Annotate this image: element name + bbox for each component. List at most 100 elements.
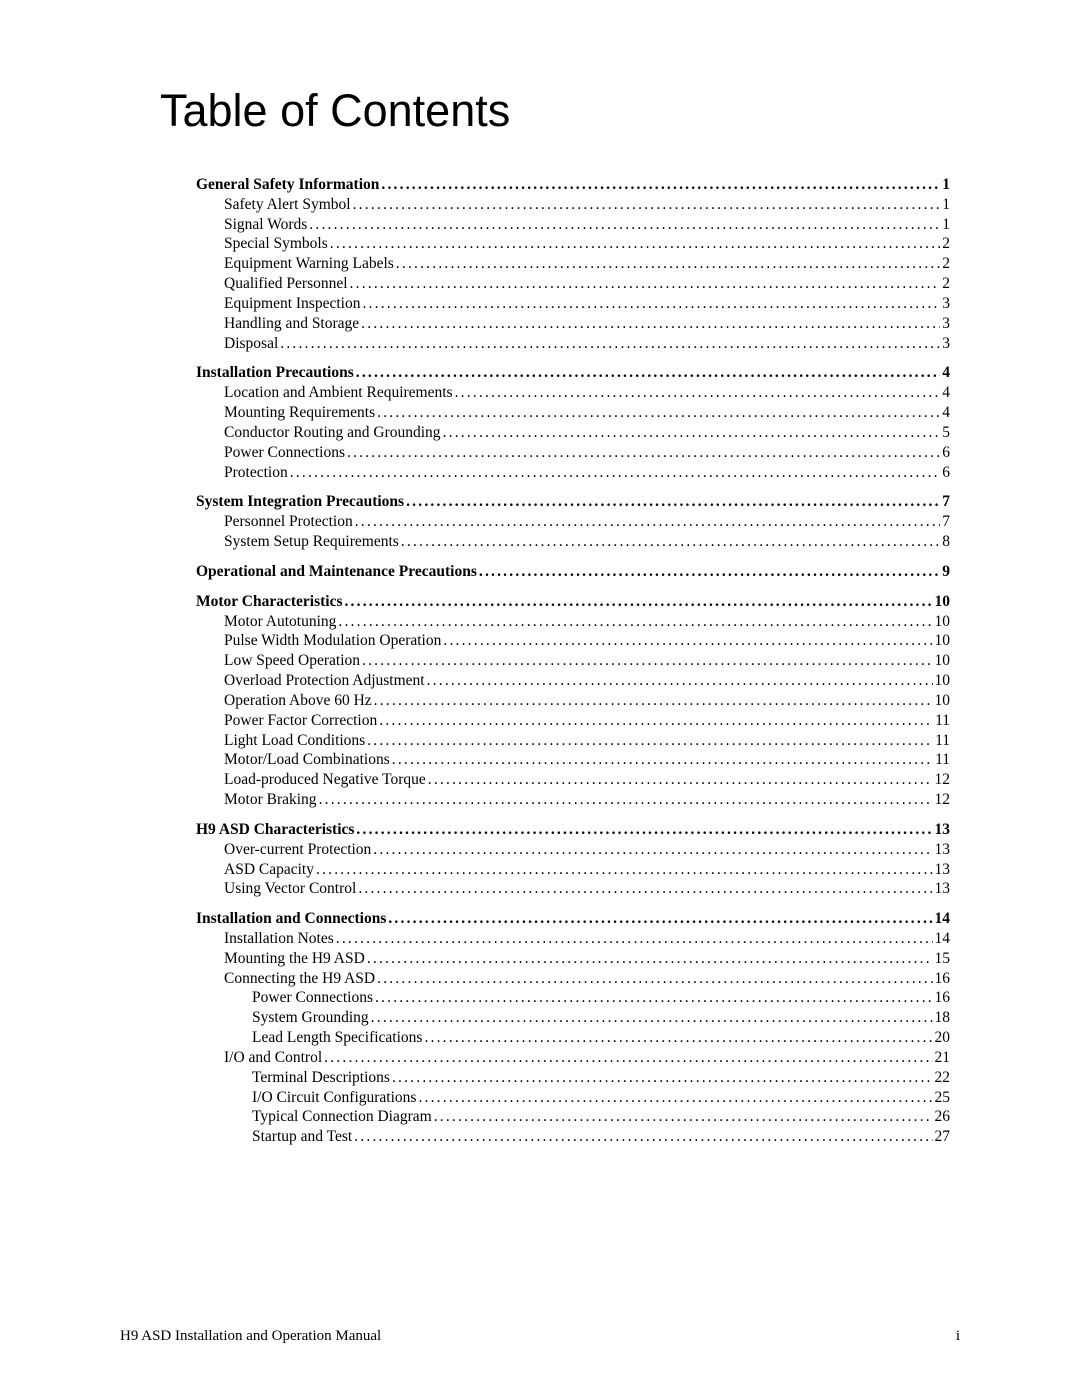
- toc-entry: Equipment Inspection 3: [196, 294, 950, 314]
- toc-heading-page: 7: [940, 492, 950, 512]
- toc-entry: Startup and Test27: [196, 1127, 950, 1147]
- toc-entry: Using Vector Control13: [196, 879, 950, 899]
- toc-leader: [422, 1028, 932, 1048]
- toc-leader: [375, 403, 940, 423]
- toc-entry-page: 3: [940, 294, 950, 314]
- toc-entry-page: 26: [933, 1107, 951, 1127]
- toc-entry-label: Typical Connection Diagram: [252, 1107, 432, 1127]
- toc-entry-label: I/O Circuit Configurations: [252, 1088, 416, 1108]
- toc-heading-label: H9 ASD Characteristics: [196, 820, 354, 840]
- toc-entry: Load-produced Negative Torque12: [196, 770, 950, 790]
- toc-heading: Operational and Maintenance Precautions 9: [196, 562, 950, 582]
- toc-entry-page: 10: [933, 651, 951, 671]
- toc-entry-page: 10: [933, 631, 951, 651]
- toc-leader: [441, 423, 941, 443]
- toc-entry-label: Overload Protection Adjustment: [224, 671, 425, 691]
- toc-entry-label: System Setup Requirements: [224, 532, 399, 552]
- toc-leader: [371, 840, 932, 860]
- toc-entry-label: Mounting Requirements: [224, 403, 375, 423]
- toc-leader: [354, 363, 941, 383]
- toc-section: System Integration Precautions7Personnel…: [196, 492, 950, 551]
- toc-entry-label: Personnel Protection: [224, 512, 353, 532]
- toc-entry-page: 2: [940, 274, 950, 294]
- toc-entry: Overload Protection Adjustment10: [196, 671, 950, 691]
- toc-entry: Typical Connection Diagram 26: [196, 1107, 950, 1127]
- toc-leader: [365, 731, 933, 751]
- toc-section: Installation and Connections14Installati…: [196, 909, 950, 1147]
- toc-leader: [425, 671, 933, 691]
- toc-entry-label: Light Load Conditions: [224, 731, 365, 751]
- toc-entry-page: 15: [933, 949, 951, 969]
- toc-entry-label: Connecting the H9 ASD: [224, 969, 375, 989]
- toc-heading-page: 4: [940, 363, 950, 383]
- toc-entry: Over-current Protection13: [196, 840, 950, 860]
- toc-leader: [336, 612, 932, 632]
- toc-heading-page: 13: [933, 820, 951, 840]
- toc-entry: System Setup Requirements8: [196, 532, 950, 552]
- toc-heading: Installation Precautions4: [196, 363, 950, 383]
- toc-entry-label: Power Connections: [224, 443, 345, 463]
- toc-section: H9 ASD Characteristics13Over-current Pro…: [196, 820, 950, 899]
- toc-leader: [342, 592, 932, 612]
- toc-leader: [372, 691, 933, 711]
- toc-entry-page: 3: [940, 334, 950, 354]
- toc-entry-label: Location and Ambient Requirements: [224, 383, 453, 403]
- toc-leader: [390, 750, 933, 770]
- toc-leader: [317, 790, 933, 810]
- toc-entry-page: 16: [933, 969, 951, 989]
- toc-leader: [404, 492, 940, 512]
- toc-heading-page: 9: [940, 562, 950, 582]
- toc-entry-page: 2: [940, 254, 950, 274]
- toc-leader: [416, 1088, 932, 1108]
- toc-leader: [441, 631, 932, 651]
- toc-entry-label: Special Symbols: [224, 234, 328, 254]
- toc-entry-page: 6: [940, 443, 950, 463]
- toc-entry: I/O and Control21: [196, 1048, 950, 1068]
- toc-entry-label: Disposal: [224, 334, 278, 354]
- toc-leader: [386, 909, 932, 929]
- toc-leader: [477, 562, 940, 582]
- toc-heading-label: Operational and Maintenance Precautions: [196, 562, 477, 582]
- toc-leader: [453, 383, 941, 403]
- toc-heading-label: Motor Characteristics: [196, 592, 342, 612]
- toc-entry-label: Mounting the H9 ASD: [224, 949, 365, 969]
- toc-entry-label: I/O and Control: [224, 1048, 322, 1068]
- toc-entry: Handling and Storage3: [196, 314, 950, 334]
- toc-entry-label: Signal Words: [224, 215, 307, 235]
- toc-entry-page: 1: [940, 215, 950, 235]
- toc-entry-page: 22: [933, 1068, 951, 1088]
- toc-section: Motor Characteristics10Motor Autotuning1…: [196, 592, 950, 810]
- toc-heading: H9 ASD Characteristics 13: [196, 820, 950, 840]
- toc-entry: Low Speed Operation10: [196, 651, 950, 671]
- toc-entry-label: Power Factor Correction: [224, 711, 377, 731]
- toc-entry-page: 1: [940, 195, 950, 215]
- toc-entry-label: Equipment Inspection: [224, 294, 360, 314]
- toc-entry-page: 20: [933, 1028, 951, 1048]
- toc-entry: Mounting Requirements4: [196, 403, 950, 423]
- toc-section: General Safety Information1Safety Alert …: [196, 175, 950, 353]
- toc-leader: [288, 463, 941, 483]
- toc-entry-label: Installation Notes: [224, 929, 334, 949]
- toc-entry-page: 11: [933, 711, 950, 731]
- toc-entry-page: 18: [933, 1008, 951, 1028]
- toc-entry-page: 11: [933, 731, 950, 751]
- toc-entry-label: Qualified Personnel: [224, 274, 348, 294]
- toc-entry-label: Power Connections: [252, 988, 373, 1008]
- toc-entry-label: Operation Above 60 Hz: [224, 691, 372, 711]
- toc-section: Operational and Maintenance Precautions 9: [196, 562, 950, 582]
- toc-entry-page: 12: [933, 770, 951, 790]
- toc-leader: [314, 860, 933, 880]
- toc-entry-page: 13: [933, 879, 951, 899]
- toc-entry-label: Protection: [224, 463, 288, 483]
- toc-entry-label: Conductor Routing and Grounding: [224, 423, 441, 443]
- toc-entry: I/O Circuit Configurations25: [196, 1088, 950, 1108]
- footer-page-number: i: [956, 1328, 960, 1345]
- toc-entry-label: Over-current Protection: [224, 840, 371, 860]
- toc-entry: Safety Alert Symbol1: [196, 195, 950, 215]
- toc-leader: [373, 988, 933, 1008]
- page-footer: H9 ASD Installation and Operation Manual…: [120, 1328, 960, 1345]
- toc-section: Installation Precautions4Location and Am…: [196, 363, 950, 482]
- toc-entry: Connecting the H9 ASD 16: [196, 969, 950, 989]
- toc-leader: [354, 820, 932, 840]
- toc-entry: ASD Capacity13: [196, 860, 950, 880]
